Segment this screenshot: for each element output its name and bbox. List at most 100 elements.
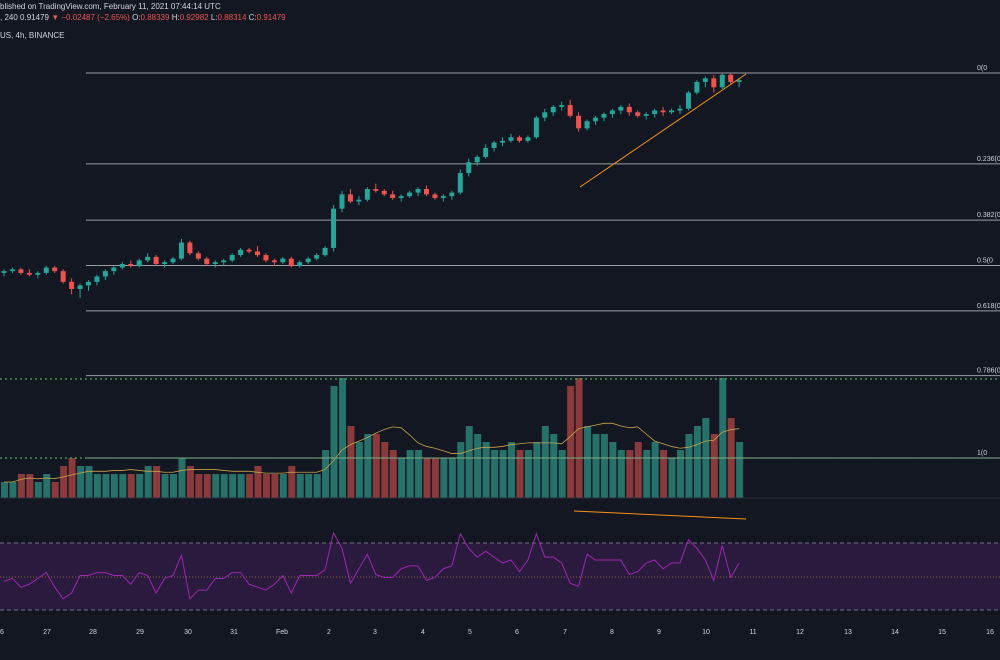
volume-bar xyxy=(584,426,592,498)
volume-bar xyxy=(634,442,642,498)
volume-bar xyxy=(355,442,363,498)
candle-body xyxy=(229,255,235,261)
volume-bar xyxy=(51,482,59,498)
date-label: 5 xyxy=(468,629,472,636)
candle-body xyxy=(719,74,725,88)
last-price: 0.91479 xyxy=(20,13,49,22)
candle-body xyxy=(322,247,328,256)
volume-bar xyxy=(110,474,118,498)
candle-body xyxy=(246,249,252,252)
fib-label: 0(0 xyxy=(977,65,987,72)
candle-body xyxy=(474,156,480,163)
volume-bar xyxy=(305,474,313,498)
candle-body xyxy=(187,242,193,254)
candle-body xyxy=(212,262,218,264)
volume-bar xyxy=(254,466,262,498)
volume-bar xyxy=(415,450,423,498)
change-text: −0.02487 (−2.65%) xyxy=(61,13,130,22)
volume-bar xyxy=(474,434,482,498)
candle-body xyxy=(694,81,700,93)
open-label: O: xyxy=(132,13,141,22)
candle-body xyxy=(373,189,379,191)
candle-body xyxy=(255,251,260,256)
close-label: C: xyxy=(248,13,257,22)
date-label: 6 xyxy=(515,629,519,636)
candle-body xyxy=(685,92,691,109)
volume-bar xyxy=(296,474,304,498)
date-label: 15 xyxy=(938,629,946,636)
candle-body xyxy=(356,199,362,202)
rsi-band xyxy=(0,543,1000,610)
candle-body xyxy=(466,162,472,173)
volume-bar xyxy=(643,450,651,498)
volume-bar xyxy=(237,474,245,498)
volume-bar xyxy=(43,474,51,498)
date-label: 10 xyxy=(702,629,710,636)
volume-bar xyxy=(398,458,406,498)
candle-body xyxy=(339,194,345,209)
volume-bar xyxy=(271,474,279,498)
candle-body xyxy=(170,258,176,263)
trend-line xyxy=(579,73,747,188)
candle-body xyxy=(491,142,497,148)
volume-bar xyxy=(448,458,456,498)
candle-body xyxy=(35,272,41,275)
volume-bar xyxy=(34,482,42,498)
volume-bar xyxy=(651,442,659,498)
candle-body xyxy=(111,267,117,272)
volume-bar xyxy=(516,450,524,498)
candle-body xyxy=(407,192,413,197)
volume-bar xyxy=(372,434,380,498)
volume-bar xyxy=(626,450,634,498)
date-label: Feb xyxy=(276,629,288,636)
candle-body xyxy=(626,106,632,113)
candle-body xyxy=(390,194,396,198)
fib-label: 0.786(0 xyxy=(977,368,1000,375)
volume-bar xyxy=(381,442,389,498)
volume-bar xyxy=(136,474,144,498)
volume-bar xyxy=(457,442,465,498)
volume-bar xyxy=(609,442,617,498)
volume-bar xyxy=(119,474,127,498)
candle-body xyxy=(593,117,598,122)
volume-bar xyxy=(465,426,473,498)
low-label: L: xyxy=(210,13,218,22)
candle-body xyxy=(508,137,514,141)
candle-body xyxy=(128,263,134,266)
candle-body xyxy=(271,260,277,263)
candle-body xyxy=(702,78,708,82)
volume-pane xyxy=(0,378,1000,499)
volume-bar xyxy=(431,458,439,498)
candle-body xyxy=(669,110,675,113)
candle-body xyxy=(677,108,683,111)
volume-bar xyxy=(85,466,93,498)
volume-bar xyxy=(491,450,499,498)
volume-bar xyxy=(1,482,8,498)
candle-body xyxy=(195,253,201,259)
candle-body xyxy=(204,258,210,264)
candle-body xyxy=(26,272,32,275)
candle-body xyxy=(652,110,658,115)
fib-label: 0.382(0 xyxy=(977,212,1000,219)
volume-bar xyxy=(677,450,684,498)
volume-bar xyxy=(186,466,194,498)
volume-bar xyxy=(322,450,330,498)
date-label: 12 xyxy=(796,629,804,636)
volume-bar xyxy=(685,434,693,498)
candle-body xyxy=(500,140,506,143)
candle-body xyxy=(559,105,565,107)
volume-bar xyxy=(77,466,85,498)
volume-bar xyxy=(600,434,608,498)
candle-body xyxy=(94,276,100,282)
candle-body xyxy=(525,137,531,141)
interval-text: , 240 xyxy=(0,13,18,22)
volume-bar xyxy=(347,426,355,498)
volume-bar xyxy=(524,450,532,498)
candle-body xyxy=(643,114,649,116)
candle-body xyxy=(77,285,83,289)
fib-label: 0.236(0 xyxy=(977,156,1000,163)
candle-body xyxy=(609,110,615,115)
volume-bar xyxy=(68,458,76,498)
